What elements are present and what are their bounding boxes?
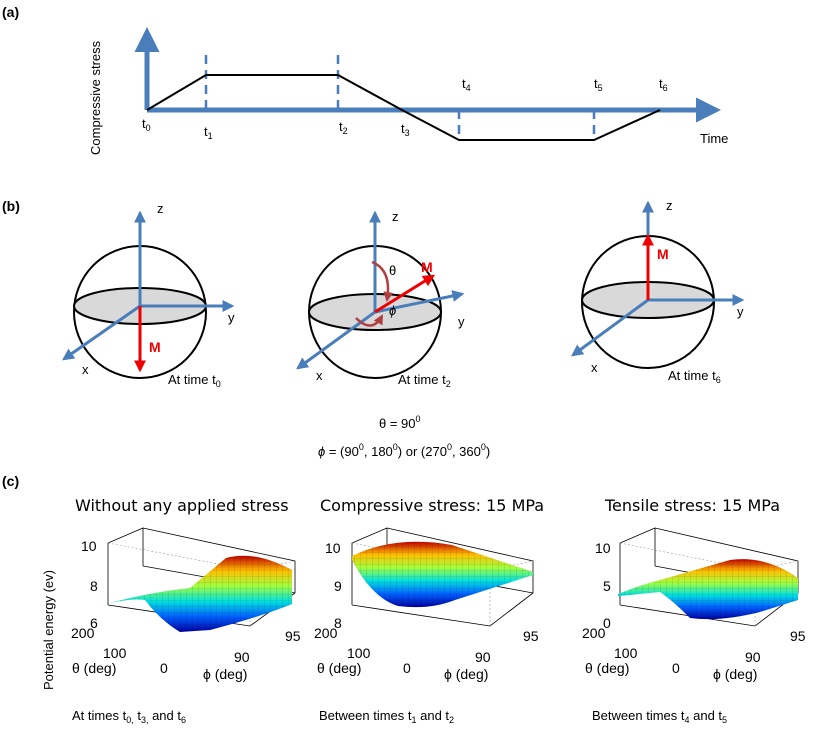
phi-symbol: ϕ [389,303,396,318]
z-tick: 6 [90,615,98,631]
label-t6: t6 [659,76,668,93]
phi-axis-label: ϕ (deg) [203,666,247,682]
phi-tick: 95 [790,628,806,644]
theta-tick: 200 [71,625,95,641]
surface-mesh [352,541,533,608]
label-t4: t4 [462,76,471,93]
y-label: y [737,304,744,319]
x-label: x [316,368,323,383]
label-t2: t2 [339,119,348,136]
sphere-caption: At time t2 [398,372,451,389]
z-tick: 8 [334,615,342,631]
sphere-caption: At time t0 [168,372,221,389]
sphere-t6: z y x M At time t6 [571,198,745,385]
theta-tick: 100 [347,645,371,661]
x-axis [571,298,649,357]
x-label: x [82,362,89,377]
y-label: y [228,310,235,325]
moment-label: M [657,246,669,262]
phi-tick: 90 [234,649,250,665]
theta-axis-label: θ (deg) [72,660,116,676]
z-tick: 8 [90,578,98,594]
time-axis-label: Time [700,131,728,146]
panel-b-tag: (b) [2,198,20,214]
panel-a-tag: (a) [2,4,19,20]
panel-b: (b) z y x M At time t0 z y [2,198,745,459]
theta-arc [371,260,394,302]
z-tick: 0 [603,615,611,631]
surface-plot-compressive: Compressive stress: 15 MPa 10 9 8 200 10… [314,496,544,725]
theta-equation: θ = 900 [379,414,421,431]
label-t5: t5 [594,76,603,93]
z-tick: 10 [325,540,341,556]
plot-caption: At times t0, t3, and t6 [72,708,186,725]
theta-tick: 100 [103,645,127,661]
panel-c: (c) Potential energy (ev) Without any ap… [2,473,806,725]
x-axis [62,304,141,361]
plot-title: Without any applied stress [75,496,289,515]
theta-tick: 0 [160,660,168,676]
z-tick: 9 [334,578,342,594]
plot-title: Compressive stress: 15 MPa [320,496,544,515]
phi-tick: 95 [285,628,301,644]
stress-axis-label: Compressive stress [88,40,103,155]
y-axis [374,290,465,314]
panel-a: (a) Compressive stress Time t0 t1 t2 t3 … [2,4,728,155]
theta-tick: 200 [314,625,338,641]
y-label: y [458,314,465,329]
x-axis [296,310,376,370]
plot-title: Tensile stress: 15 MPa [604,496,780,515]
panel-c-tag: (c) [2,473,19,489]
surface-plot-tensile: Tensile stress: 15 MPa 10 5 0 200 100 0 … [582,496,806,725]
phi-axis-label: ϕ (deg) [444,666,488,682]
theta-symbol: θ [389,263,396,278]
phi-tick: 95 [523,628,539,644]
theta-tick: 0 [403,660,411,676]
label-t1: t1 [204,124,213,141]
label-t3: t3 [401,121,410,138]
phi-equation: ϕ = (900, 1800) or (2700, 3600) [318,442,490,459]
plot-caption: Between times t4 and t5 [592,708,727,725]
moment-label: M [421,259,433,275]
z-label: z [157,201,164,216]
phi-arc [355,314,384,327]
surface-plot-no-stress: Without any applied stress 10 8 6 200 10… [71,496,301,725]
surface-mesh [106,555,292,632]
z-tick: 10 [595,540,611,556]
phi-axis-label: ϕ (deg) [713,666,757,682]
stress-profile-curve [146,74,661,141]
z-tick: 10 [81,538,97,554]
theta-tick: 200 [582,625,606,641]
sphere-caption: At time t6 [668,368,721,385]
plot-caption: Between times t1 and t2 [319,708,454,725]
phi-tick: 90 [745,649,761,665]
label-t0: t0 [142,116,151,133]
surface-mesh [618,559,798,620]
x-label: x [591,360,598,375]
magnetization-vector [374,274,436,314]
potential-energy-axis-label: Potential energy (ev) [41,570,56,690]
theta-axis-label: θ (deg) [317,660,361,676]
sphere-t0: z y x M At time t0 [62,201,235,389]
moment-label: M [149,339,161,355]
theta-axis-label: θ (deg) [585,660,629,676]
theta-tick: 100 [614,645,638,661]
phi-tick: 90 [475,649,491,665]
z-label: z [392,209,399,224]
theta-tick: 0 [672,660,680,676]
z-label: z [666,198,673,213]
z-tick: 5 [603,578,611,594]
sphere-t2: z y x θ ϕ M At time t2 [296,209,465,389]
